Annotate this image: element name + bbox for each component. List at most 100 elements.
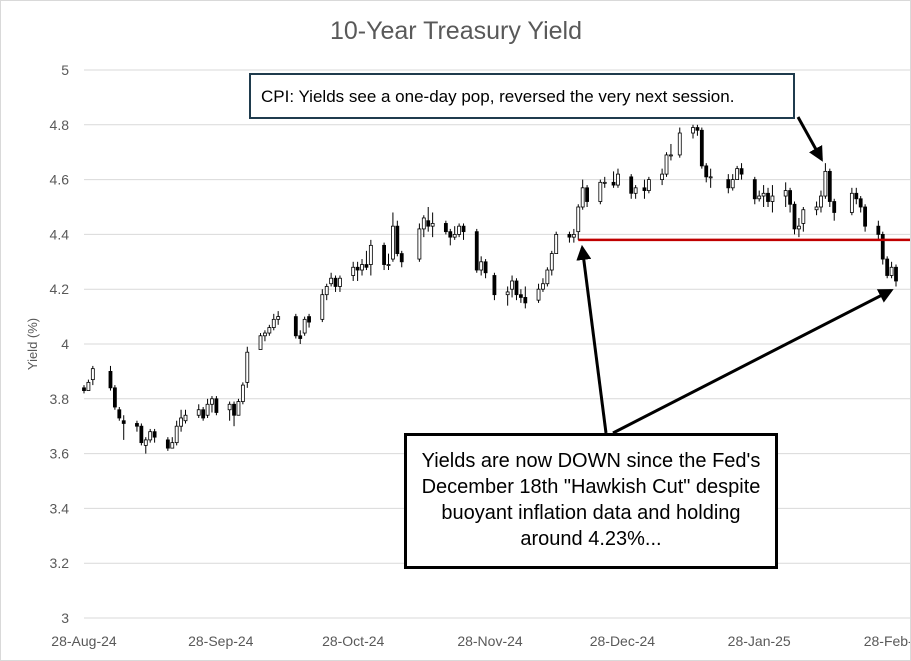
candle [616, 168, 620, 188]
candle [399, 250, 404, 268]
annotation-arrows [576, 116, 894, 435]
candle-body [152, 431, 157, 438]
candle [505, 286, 510, 306]
y-axis-ticks: 3 3.2 3.4 3.6 3.8 4 4.2 4.4 4.6 4.8 5 [50, 62, 70, 626]
candle [298, 330, 303, 344]
candle-body [797, 225, 801, 230]
candle [338, 275, 342, 292]
candle [602, 176, 607, 188]
candle [448, 228, 453, 246]
candle [426, 207, 431, 232]
candle [514, 278, 519, 301]
candle-body [523, 297, 528, 304]
candle [293, 313, 298, 339]
candle [170, 437, 175, 449]
candle-body [554, 233, 559, 254]
candle [669, 143, 673, 161]
candle [320, 289, 325, 323]
candle [880, 231, 885, 265]
candle [858, 196, 863, 213]
candle [82, 385, 86, 394]
candle-body [691, 127, 695, 134]
candle-body [399, 253, 404, 263]
candle-body [135, 423, 139, 427]
candle [143, 437, 148, 454]
candle [492, 272, 497, 301]
candle [629, 174, 634, 199]
candle [863, 204, 868, 232]
candle-body [333, 277, 338, 287]
candle-body [108, 370, 113, 389]
candle-body [602, 181, 607, 184]
candle [510, 275, 514, 298]
candle-body [849, 192, 854, 213]
candle-body [430, 223, 435, 227]
candle [108, 365, 113, 391]
candle [443, 220, 448, 235]
candle [214, 396, 219, 416]
candle-body [633, 187, 638, 194]
candle-body [576, 206, 581, 233]
candle [276, 311, 281, 325]
candle [849, 187, 854, 216]
candle-body [854, 192, 859, 200]
candle [201, 407, 206, 421]
candle-body [801, 209, 806, 224]
candle [854, 187, 859, 205]
candle-body [629, 176, 634, 194]
candle-body [567, 233, 572, 238]
candle [797, 217, 801, 238]
candle [391, 212, 395, 262]
candle-body [201, 409, 206, 419]
candle [474, 228, 479, 273]
candle-body [320, 294, 325, 320]
candle [664, 152, 669, 177]
fed-arrow-latest [612, 289, 894, 435]
x-tick-label: 28-Feb-25 [864, 633, 910, 649]
candle-body [329, 277, 334, 285]
candle [421, 215, 426, 238]
candle [827, 168, 832, 207]
y-tick-label: 4.8 [50, 117, 70, 133]
candle-body [598, 181, 603, 202]
candle-body [271, 318, 276, 328]
candle-body [245, 351, 250, 383]
candle-body [510, 280, 514, 290]
candle [165, 437, 170, 451]
fed-note-text: Yields are now DOWN since the Fed's Dece… [421, 450, 761, 550]
candle [788, 187, 792, 213]
candle [183, 409, 188, 424]
candle-body [885, 258, 890, 276]
candle-body [395, 225, 400, 254]
candle [752, 176, 757, 205]
candle-body [338, 277, 342, 287]
candle [245, 346, 250, 388]
candle-body [646, 179, 651, 191]
y-tick-label: 4.6 [50, 172, 70, 188]
candle [205, 398, 210, 418]
candle-body [443, 223, 448, 233]
candle [770, 185, 775, 213]
candle [576, 204, 581, 240]
candle-body [858, 198, 863, 208]
candle [801, 207, 806, 232]
candle-body [474, 231, 479, 271]
candle [660, 168, 665, 186]
candle [430, 212, 435, 238]
candle-body [545, 269, 550, 285]
candle-body [214, 398, 219, 413]
candle-body [677, 132, 682, 156]
candle [726, 174, 731, 194]
candle-body [726, 179, 731, 189]
candle [598, 179, 603, 205]
candle-body [536, 288, 541, 301]
candle-body [139, 425, 144, 444]
candle-body [170, 442, 175, 449]
candle [196, 404, 201, 418]
candle [329, 272, 334, 287]
candle [307, 313, 311, 328]
candle [567, 231, 572, 243]
candle [461, 223, 466, 240]
candle [135, 420, 139, 432]
